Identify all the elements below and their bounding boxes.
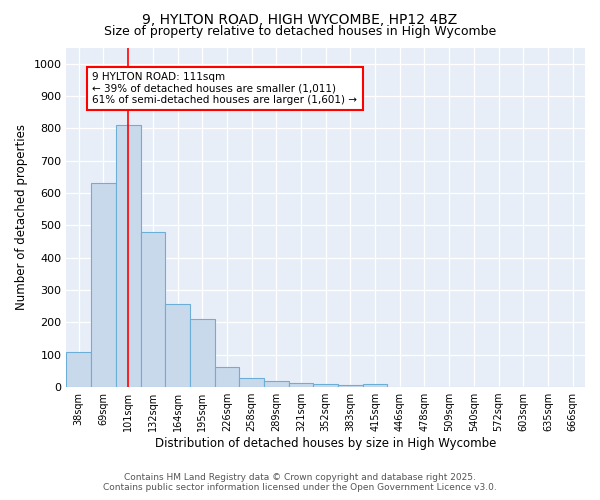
Bar bbox=[338, 386, 363, 387]
Bar bbox=[289, 382, 313, 387]
Bar bbox=[91, 182, 116, 387]
Bar bbox=[190, 318, 215, 387]
Bar bbox=[165, 304, 190, 387]
Y-axis label: Number of detached properties: Number of detached properties bbox=[15, 124, 28, 310]
Bar bbox=[239, 378, 264, 387]
Bar bbox=[313, 384, 338, 387]
Text: Contains HM Land Registry data © Crown copyright and database right 2025.
Contai: Contains HM Land Registry data © Crown c… bbox=[103, 473, 497, 492]
Bar bbox=[140, 232, 165, 387]
X-axis label: Distribution of detached houses by size in High Wycombe: Distribution of detached houses by size … bbox=[155, 437, 496, 450]
Bar bbox=[67, 352, 91, 387]
Bar bbox=[215, 367, 239, 387]
Bar bbox=[363, 384, 388, 387]
Text: 9, HYLTON ROAD, HIGH WYCOMBE, HP12 4BZ: 9, HYLTON ROAD, HIGH WYCOMBE, HP12 4BZ bbox=[142, 12, 458, 26]
Text: Size of property relative to detached houses in High Wycombe: Size of property relative to detached ho… bbox=[104, 25, 496, 38]
Bar bbox=[116, 125, 140, 387]
Text: 9 HYLTON ROAD: 111sqm
← 39% of detached houses are smaller (1,011)
61% of semi-d: 9 HYLTON ROAD: 111sqm ← 39% of detached … bbox=[92, 72, 358, 105]
Bar bbox=[264, 380, 289, 387]
